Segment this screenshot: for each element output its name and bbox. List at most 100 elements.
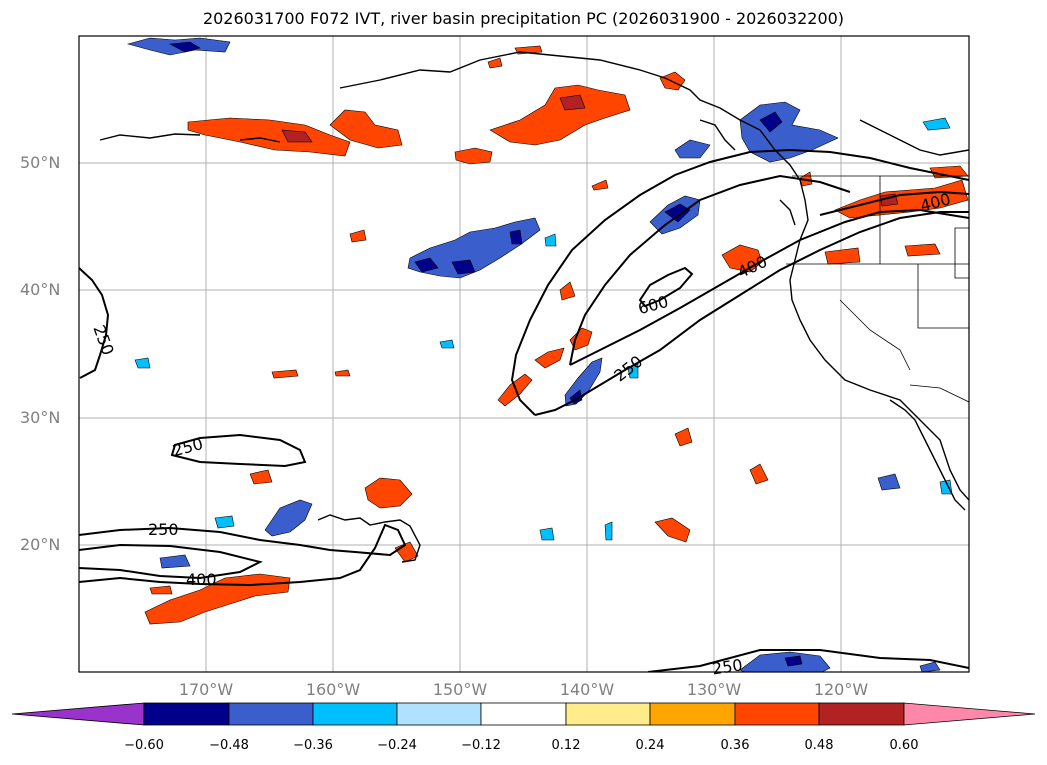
patch-neg — [539, 527, 555, 541]
contour-250-mid — [170, 433, 307, 468]
colorbar-tick-label: −0.24 — [377, 738, 417, 753]
gridlines — [79, 36, 969, 672]
patch-neg — [159, 554, 191, 569]
colorbar-segment — [480, 702, 567, 726]
colorbar-tick-label: 0.48 — [804, 738, 834, 753]
patch-pos — [364, 477, 413, 509]
patch-neg — [877, 473, 901, 491]
patch-neg — [168, 41, 201, 53]
patch-neg — [604, 521, 613, 541]
contour-labels: 250 250 250 400 600 250 400 400 250 — [89, 189, 952, 678]
patch-pos — [329, 109, 403, 149]
patch-pos — [271, 369, 299, 379]
patch-pos — [489, 84, 631, 146]
patch-pos — [824, 247, 861, 265]
patch-pos — [334, 369, 351, 377]
patch-pos — [559, 281, 576, 301]
patch-neg — [564, 357, 603, 407]
colorbar-tick-label: −0.12 — [461, 738, 501, 753]
contour-label: 600 — [636, 292, 670, 318]
lat-tick-label: 50°N — [20, 153, 61, 172]
colorbar-segment — [143, 702, 230, 726]
colorbar-tick-label: −0.48 — [209, 738, 249, 753]
lon-tick-label: 120°W — [813, 680, 869, 699]
patch-pos — [591, 179, 609, 191]
patch-neg — [407, 217, 541, 279]
colorbar-segment — [228, 702, 314, 726]
lon-tick-label: 140°W — [559, 680, 615, 699]
patch-pos — [834, 179, 969, 219]
patch-neg — [264, 499, 313, 537]
patch-pos — [487, 57, 503, 69]
contour-label: 400 — [186, 570, 217, 589]
colorbar-extend-max — [903, 702, 1036, 726]
patch-neg — [919, 661, 941, 672]
contour-400-east — [819, 190, 969, 216]
lat-tick-label: 20°N — [20, 535, 61, 554]
patch-neg — [451, 259, 476, 275]
patch-neg — [674, 139, 711, 159]
colorbar-tick-label: 0.36 — [720, 738, 750, 753]
patch-neg — [439, 339, 455, 349]
patch-pos — [149, 585, 173, 595]
patch-pos — [187, 117, 351, 157]
colorbar-extend-min — [11, 702, 145, 726]
patch-neg — [739, 101, 839, 163]
contour-label: 250 — [171, 434, 205, 460]
patch-pos — [559, 94, 586, 111]
patch-neg — [922, 117, 951, 131]
contour-label: 250 — [89, 322, 117, 357]
contour-250-low — [79, 523, 407, 587]
contour-label: 250 — [610, 352, 646, 386]
state-borders — [786, 175, 969, 403]
contour-label: 250 — [711, 655, 744, 678]
positive-anomaly-patches — [144, 45, 969, 625]
patch-neg — [784, 655, 803, 667]
lon-tick-label: 160°W — [305, 680, 361, 699]
colorbar — [11, 702, 1036, 726]
lon-tick-label: 130°W — [686, 680, 742, 699]
contour-400-ar — [569, 174, 851, 366]
colorbar-tick-label: 0.24 — [635, 738, 665, 753]
contour-250-ar — [510, 148, 969, 416]
colorbar-segment — [818, 702, 905, 726]
colorbar-tick-label: −0.36 — [293, 738, 333, 753]
patch-pos — [654, 517, 691, 543]
colorbar-segment — [312, 702, 398, 726]
lon-tick-label: 170°W — [178, 680, 234, 699]
patch-pos — [749, 463, 769, 485]
patch-pos — [249, 469, 273, 485]
lat-tick-label: 40°N — [20, 280, 61, 299]
patch-neg — [759, 111, 783, 133]
contour-600 — [638, 266, 694, 308]
patch-pos — [281, 129, 313, 143]
patch-neg — [134, 357, 151, 369]
colorbar-segment — [734, 702, 820, 726]
colorbar-tick-label: 0.12 — [551, 738, 581, 753]
patch-pos — [454, 147, 493, 165]
patch-pos — [534, 347, 565, 369]
map-title: 2026031700 F072 IVT, river basin precipi… — [202, 9, 845, 28]
patch-pos — [349, 229, 367, 243]
colorbar-tick-label: 0.60 — [889, 738, 919, 753]
lon-tick-label: 150°W — [432, 680, 488, 699]
negative-anomaly-patches — [126, 37, 953, 672]
contour-400-low — [79, 543, 263, 580]
patch-neg — [214, 515, 235, 529]
colorbar-segment — [565, 702, 651, 726]
map-frame — [78, 35, 970, 673]
contour-label: 250 — [148, 520, 179, 539]
patch-neg — [414, 257, 439, 273]
patch-pos — [674, 427, 693, 447]
colorbar-segment — [649, 702, 736, 726]
lat-tick-label: 30°N — [20, 408, 61, 427]
patch-pos — [144, 573, 291, 625]
contour-250-west — [79, 267, 110, 379]
colorbar-segment — [396, 702, 482, 726]
patch-neg — [544, 233, 557, 247]
ivt-contours — [79, 148, 969, 672]
contour-250-bottom — [647, 649, 969, 672]
colorbar-tick-label: −0.60 — [124, 738, 164, 753]
patch-pos — [904, 243, 941, 257]
